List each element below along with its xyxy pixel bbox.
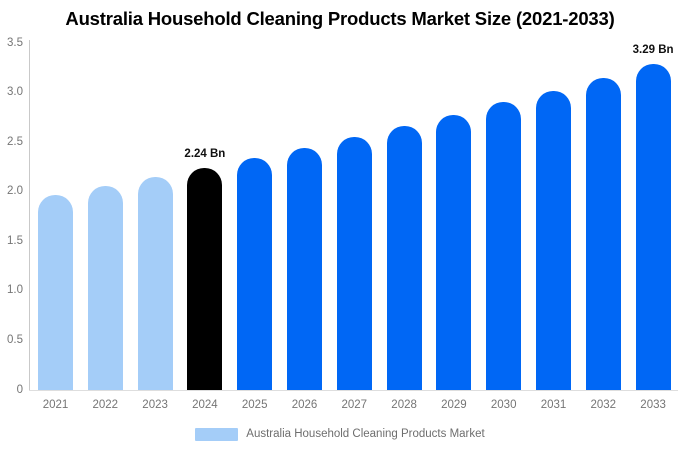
bar-2021 [38, 194, 73, 390]
x-tick-label: 2021 [42, 399, 69, 411]
x-tick-label: 2029 [441, 399, 467, 411]
bar-2029 [436, 115, 472, 390]
bar-2030 [486, 102, 522, 390]
x-tick-label: 2027 [341, 399, 368, 411]
bar-2031 [536, 90, 571, 390]
y-tick-label: 2.5 [7, 135, 23, 148]
x-tick-label: 2023 [142, 399, 168, 411]
x-tick-label: 2026 [291, 399, 318, 411]
bar-2023 [137, 176, 173, 390]
value-label: 2.24 Bn [184, 147, 226, 160]
y-tick-label: 3.5 [7, 36, 23, 49]
bar-2022 [87, 185, 123, 390]
bar-2027 [336, 137, 372, 390]
y-tick-label: 1.0 [7, 284, 23, 297]
x-tick-label: 2022 [92, 399, 119, 411]
x-tick-label: 2032 [590, 399, 617, 411]
legend-swatch [195, 427, 239, 441]
x-tick-label: 2028 [391, 399, 417, 411]
legend-label: Australia Household Cleaning Products Ma… [246, 428, 485, 440]
bar-2032 [585, 77, 621, 390]
bar-2033 [635, 63, 671, 390]
y-tick-label: 0 [16, 383, 23, 396]
y-tick-label: 1.5 [7, 234, 23, 247]
x-tick-label: 2030 [490, 399, 517, 411]
value-label: 3.29 Bn [632, 43, 674, 56]
chart-title: Australia Household Cleaning Products Ma… [65, 8, 615, 29]
x-tick-label: 2033 [640, 399, 666, 411]
x-tick-label: 2025 [241, 399, 268, 411]
y-tick-label: 3.0 [7, 86, 23, 99]
bar-2025 [237, 158, 273, 390]
bar-2026 [287, 148, 322, 390]
bar-2028 [386, 126, 422, 390]
y-tick-label: 0.5 [7, 333, 23, 346]
bar-2024 [187, 167, 223, 390]
legend: Australia Household Cleaning Products Ma… [0, 426, 680, 442]
x-axis-line [29, 390, 678, 391]
y-axis-line [29, 40, 30, 390]
y-tick-label: 2.0 [7, 185, 23, 198]
x-tick-label: 2031 [540, 399, 567, 411]
x-tick-label: 2024 [192, 399, 218, 411]
